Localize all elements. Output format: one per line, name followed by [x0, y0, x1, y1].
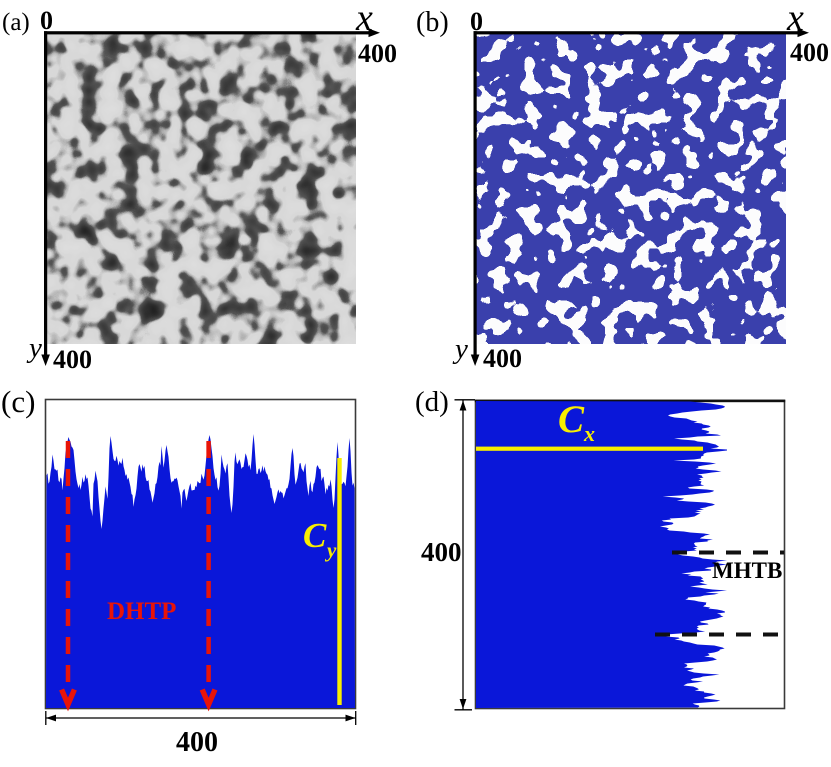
- svg-text:DHTP: DHTP: [107, 598, 176, 625]
- svg-text:400: 400: [421, 537, 462, 567]
- svg-text:(b): (b): [416, 7, 449, 38]
- svg-text:MHTB: MHTB: [712, 558, 782, 583]
- svg-text:(d): (d): [415, 386, 449, 418]
- svg-text:x: x: [355, 0, 373, 39]
- svg-text:x: x: [786, 0, 804, 39]
- svg-text:x: x: [583, 421, 595, 446]
- svg-text:0: 0: [40, 6, 53, 35]
- svg-text:C: C: [303, 516, 327, 555]
- svg-text:y: y: [452, 333, 468, 365]
- svg-text:400: 400: [790, 38, 829, 67]
- svg-text:400: 400: [176, 727, 218, 758]
- svg-text:400: 400: [358, 39, 397, 68]
- svg-text:400: 400: [53, 345, 92, 374]
- svg-text:(c): (c): [1, 384, 35, 419]
- svg-text:(a): (a): [2, 9, 30, 36]
- svg-text:y: y: [324, 538, 337, 562]
- svg-text:400: 400: [483, 344, 522, 373]
- svg-text:0: 0: [470, 7, 483, 36]
- svg-text:y: y: [26, 332, 42, 364]
- svg-text:C: C: [558, 398, 585, 441]
